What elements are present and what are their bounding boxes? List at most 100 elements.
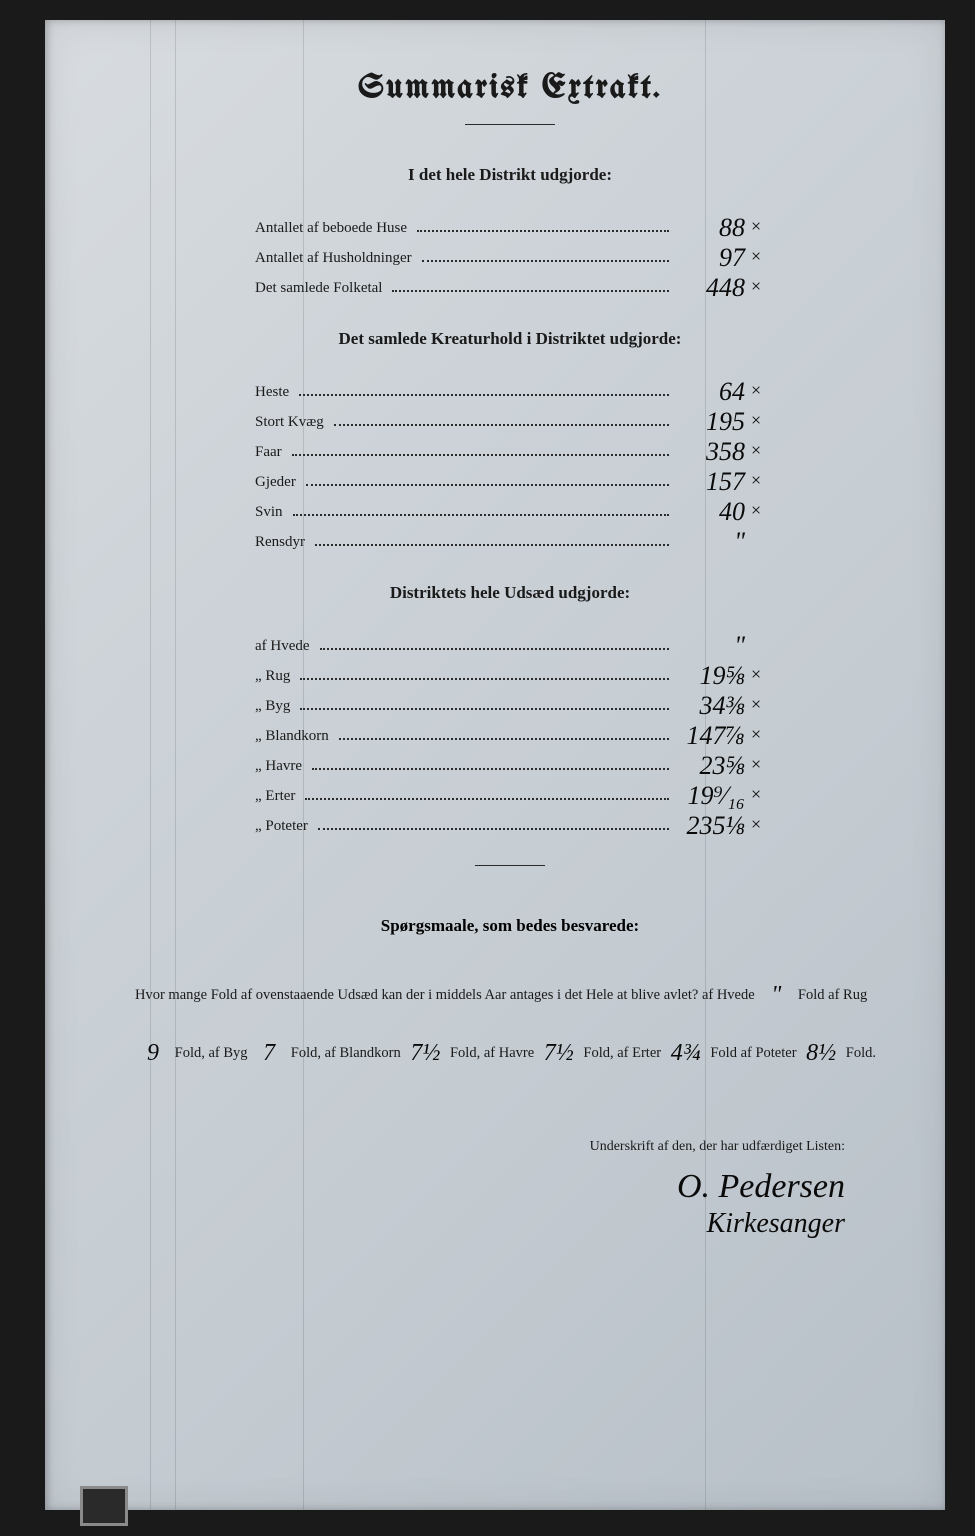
row-value: 19⁹⁄₁₆ — [675, 781, 745, 811]
row-label: af Hvede — [255, 638, 316, 655]
check-mark: × — [745, 694, 765, 715]
unit-label: Fold. — [846, 1045, 876, 1061]
row-value: 195 — [675, 407, 745, 437]
fold-value: 7 — [251, 1025, 287, 1083]
row-label: „ Havre — [255, 758, 308, 775]
row-label: Gjeder — [255, 474, 302, 491]
section1-rows: Antallet af beboede Huse88×Antallet af H… — [255, 209, 765, 299]
row-value: 97 — [675, 243, 745, 273]
check-mark: × — [745, 500, 765, 521]
crop-label: af Hvede — [702, 987, 755, 1003]
leader-dots — [422, 252, 669, 262]
data-row: „ Rug19⅝× — [255, 657, 765, 687]
leader-dots — [305, 790, 669, 800]
row-label: „ Rug — [255, 668, 296, 685]
signature-block: Underskrift af den, der har udfærdiget L… — [135, 1139, 885, 1240]
row-label: Faar — [255, 444, 288, 461]
data-row: af Hvede" — [255, 627, 765, 657]
question-intro: Hvor mange Fold af ovenstaaende Udsæd ka… — [135, 987, 698, 1003]
ruling-line — [175, 20, 176, 1510]
data-row: „ Havre23⅝× — [255, 747, 765, 777]
check-mark: × — [745, 784, 765, 805]
crop-label: af Havre — [484, 1045, 534, 1061]
leader-dots — [320, 640, 669, 650]
leader-dots — [334, 416, 669, 426]
data-row: Rensdyr" — [255, 523, 765, 553]
crop-label: af Blandkorn — [325, 1045, 401, 1061]
check-mark: × — [745, 410, 765, 431]
data-row: Det samlede Folketal448× — [255, 269, 765, 299]
row-value: 448 — [675, 273, 745, 303]
leader-dots — [392, 282, 669, 292]
document-page: Summarisk Extrakt. I det hele Distrikt u… — [45, 20, 945, 1510]
data-row: „ Byg34⅜× — [255, 687, 765, 717]
data-row: Antallet af Husholdninger97× — [255, 239, 765, 269]
row-value: 147⅞ — [675, 721, 745, 751]
row-value: " — [675, 527, 745, 557]
section3-rows: af Hvede"„ Rug19⅝×„ Byg34⅜×„ Blandkorn14… — [255, 627, 765, 837]
crop-label: af Erter — [617, 1045, 661, 1061]
divider — [465, 124, 555, 125]
leader-dots — [312, 760, 669, 770]
crop-label: af Poteter — [741, 1045, 797, 1061]
check-mark: × — [745, 754, 765, 775]
divider — [475, 865, 545, 866]
questions-section: Spørgsmaale, som bedes besvarede: Hvor m… — [135, 916, 885, 1079]
page-title: Summarisk Extrakt. — [135, 70, 885, 106]
archive-tab — [80, 1486, 128, 1526]
row-label: Antallet af beboede Huse — [255, 220, 413, 237]
leader-dots — [315, 536, 669, 546]
unit-label: Fold, — [175, 1045, 205, 1061]
check-mark: × — [745, 276, 765, 297]
fold-value: 8½ — [800, 1025, 842, 1083]
row-label: Svin — [255, 504, 289, 521]
leader-dots — [300, 670, 669, 680]
leader-dots — [293, 506, 669, 516]
row-label: Heste — [255, 384, 295, 401]
signature-label: Underskrift af den, der har udfærdiget L… — [135, 1139, 845, 1155]
fold-value: 7½ — [538, 1025, 580, 1083]
fold-value: 4¾ — [665, 1025, 707, 1083]
leader-dots — [339, 730, 669, 740]
data-row: Svin40× — [255, 493, 765, 523]
check-mark: × — [745, 470, 765, 491]
leader-dots — [300, 700, 669, 710]
data-row: Heste64× — [255, 373, 765, 403]
questions-heading: Spørgsmaale, som bedes besvarede: — [135, 916, 885, 936]
row-label: „ Poteter — [255, 818, 314, 835]
section1-heading: I det hele Distrikt udgjorde: — [135, 165, 885, 185]
check-mark: × — [745, 664, 765, 685]
row-label: Antallet af Husholdninger — [255, 250, 418, 267]
fold-value: 7½ — [404, 1025, 446, 1083]
row-value: 358 — [675, 437, 745, 467]
unit-label: Fold, — [291, 1045, 321, 1061]
crop-label: af Rug — [828, 987, 867, 1003]
row-value: 235⅛ — [675, 811, 745, 841]
row-value: " — [675, 631, 745, 661]
check-mark: × — [745, 216, 765, 237]
check-mark: × — [745, 440, 765, 461]
questions-body: Hvor mange Fold af ovenstaaende Udsæd ka… — [135, 964, 885, 1079]
row-label: Det samlede Folketal — [255, 280, 388, 297]
check-mark: × — [745, 246, 765, 267]
section2-heading: Det samlede Kreaturhold i Distriktet udg… — [135, 329, 885, 349]
leader-dots — [417, 222, 669, 232]
data-row: Faar358× — [255, 433, 765, 463]
data-row: „ Erter19⁹⁄₁₆× — [255, 777, 765, 807]
signature-title: Kirkesanger — [135, 1208, 845, 1240]
ruling-line — [150, 20, 151, 1510]
check-mark: × — [745, 814, 765, 835]
fold-value: 9 — [135, 1025, 171, 1083]
row-value: 19⅝ — [675, 661, 745, 691]
unit-label: Fold, — [450, 1045, 480, 1061]
row-label: „ Blandkorn — [255, 728, 335, 745]
leader-dots — [299, 386, 669, 396]
unit-label: Fold, — [583, 1045, 613, 1061]
check-mark: × — [745, 380, 765, 401]
data-row: „ Poteter235⅛× — [255, 807, 765, 837]
unit-label: Fold — [710, 1045, 737, 1061]
ruling-line — [303, 20, 304, 1510]
row-value: 157 — [675, 467, 745, 497]
row-value: 88 — [675, 213, 745, 243]
crop-label: af Byg — [208, 1045, 247, 1061]
